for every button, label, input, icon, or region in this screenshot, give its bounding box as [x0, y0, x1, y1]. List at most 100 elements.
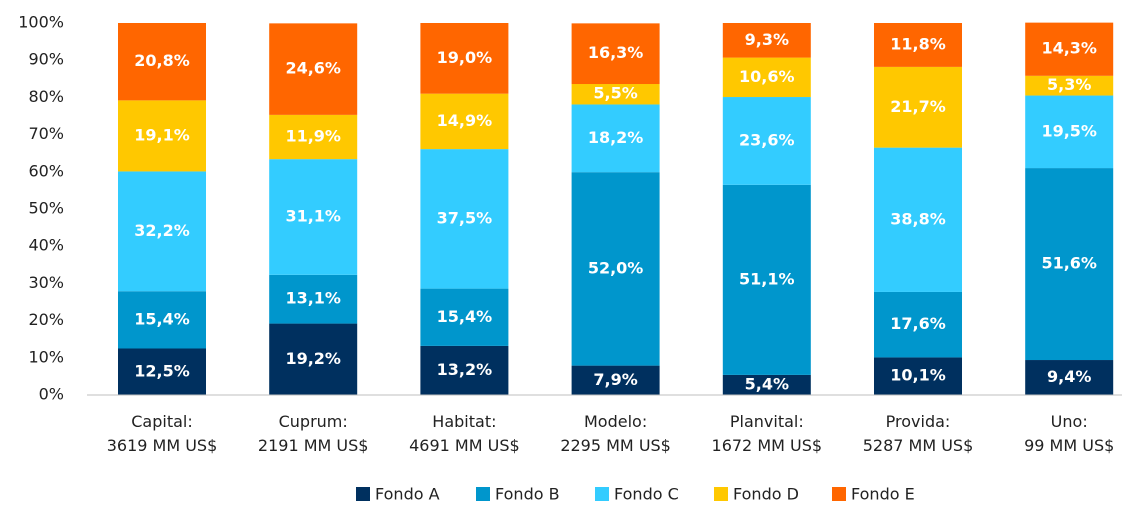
value-label: 19,0%	[437, 48, 493, 67]
bar-segment	[1025, 168, 1114, 361]
value-label: 11,9%	[285, 127, 341, 146]
x-tick-label: Cuprum: 2191 MM US$	[258, 412, 369, 455]
legend-swatch	[595, 487, 609, 501]
x-tick-label: Capital: 3619 MM US$	[107, 412, 218, 455]
x-tick-line: Modelo:	[584, 412, 647, 431]
value-label: 23,6%	[739, 130, 795, 149]
x-tick-label: Uno: 99 MM US$	[1024, 412, 1114, 455]
y-tick-label: 50%	[28, 199, 64, 218]
value-label: 21,7%	[890, 97, 946, 116]
bar-segment	[420, 288, 509, 346]
bar-segment	[1025, 22, 1114, 76]
bar-segment	[874, 23, 962, 67]
bar-segment	[118, 23, 206, 101]
x-tick-line: 1672 MM US$	[712, 436, 823, 455]
bar-segment	[269, 23, 358, 115]
bar-segment	[420, 149, 509, 289]
bar-segment	[1025, 95, 1114, 169]
x-tick-line: 2295 MM US$	[560, 436, 671, 455]
value-label: 14,9%	[437, 111, 493, 130]
value-label: 5,5%	[593, 84, 637, 103]
x-tick-line: Habitat:	[432, 412, 496, 431]
legend-swatch	[832, 487, 846, 501]
bar-segment	[722, 57, 811, 98]
value-label: 17,6%	[890, 314, 946, 333]
bar-segment	[118, 291, 206, 349]
value-label: 15,4%	[134, 309, 190, 328]
bar-segment	[269, 274, 358, 324]
value-label: 16,3%	[588, 43, 644, 62]
value-label: 13,2%	[437, 360, 493, 379]
legend-label: Fondo C	[614, 485, 679, 504]
y-tick-label: 20%	[28, 310, 64, 329]
x-tick-line: 99 MM US$	[1024, 436, 1114, 455]
value-label: 32,2%	[134, 221, 190, 240]
y-tick-label: 30%	[28, 273, 64, 292]
bar-segment	[118, 171, 206, 292]
value-label: 13,1%	[285, 289, 341, 308]
y-tick-label: 70%	[28, 124, 64, 143]
value-label: 38,8%	[890, 209, 946, 228]
bar-segment	[269, 114, 358, 160]
value-label: 9,4%	[1047, 367, 1091, 386]
legend-label: Fondo B	[495, 485, 560, 504]
bar-segment	[571, 84, 660, 105]
bar-segment	[874, 291, 962, 358]
value-label: 14,3%	[1041, 39, 1097, 58]
x-tick-line: Planvital:	[730, 412, 804, 431]
x-tick-line: Provida:	[886, 412, 951, 431]
y-tick-label: 100%	[18, 13, 64, 32]
value-label: 19,5%	[1041, 121, 1097, 140]
y-tick-label: 90%	[28, 50, 64, 69]
bar-segment	[571, 365, 660, 395]
x-tick-line: 3619 MM US$	[107, 436, 218, 455]
y-tick-label: 10%	[28, 347, 64, 366]
x-tick-line: Capital:	[131, 412, 193, 431]
y-tick-label: 60%	[28, 161, 64, 180]
y-tick-label: 80%	[28, 87, 64, 106]
y-tick-label: 0%	[39, 385, 64, 404]
legend-label: Fondo A	[375, 485, 440, 504]
x-tick-line: 4691 MM US$	[409, 436, 520, 455]
x-tick-label: Modelo: 2295 MM US$	[560, 412, 671, 455]
bar-segment	[722, 184, 811, 375]
bar-segment	[269, 323, 358, 395]
x-tick-label: Planvital: 1672 MM US$	[712, 412, 823, 455]
bar-segment	[118, 348, 206, 395]
value-label: 52,0%	[588, 258, 644, 277]
x-tick-line: 2191 MM US$	[258, 436, 369, 455]
value-label: 5,3%	[1047, 75, 1091, 94]
bar-segment	[874, 357, 962, 395]
bar-segment	[722, 23, 811, 58]
bar-segment	[571, 172, 660, 366]
value-label: 10,6%	[739, 67, 795, 86]
value-label: 51,1%	[739, 269, 795, 288]
x-tick-line: Uno:	[1051, 412, 1088, 431]
value-label: 31,1%	[285, 206, 341, 225]
bar-segment	[874, 147, 962, 292]
bar-segment	[1025, 75, 1114, 96]
value-label: 19,1%	[134, 125, 190, 144]
value-label: 24,6%	[285, 59, 341, 78]
value-label: 19,2%	[285, 349, 341, 368]
x-tick-line: 5287 MM US$	[863, 436, 974, 455]
bar-segment	[722, 97, 811, 185]
value-label: 15,4%	[437, 307, 493, 326]
bar-segment	[571, 104, 660, 173]
value-label: 7,9%	[593, 370, 637, 389]
x-tick-label: Habitat: 4691 MM US$	[409, 412, 520, 455]
x-tick-label: Provida: 5287 MM US$	[863, 412, 974, 455]
value-label: 51,6%	[1041, 254, 1097, 273]
x-tick-line: Cuprum:	[279, 412, 348, 431]
value-label: 37,5%	[437, 208, 493, 227]
legend-swatch	[356, 487, 370, 501]
bar-segment	[420, 345, 509, 395]
value-label: 20,8%	[134, 51, 190, 70]
value-label: 5,4%	[745, 374, 789, 393]
value-label: 18,2%	[588, 128, 644, 147]
bar-segment	[118, 100, 206, 172]
legend-label: Fondo E	[851, 485, 915, 504]
value-label: 11,8%	[890, 34, 946, 53]
value-label: 9,3%	[745, 30, 789, 49]
value-label: 10,1%	[890, 366, 946, 385]
